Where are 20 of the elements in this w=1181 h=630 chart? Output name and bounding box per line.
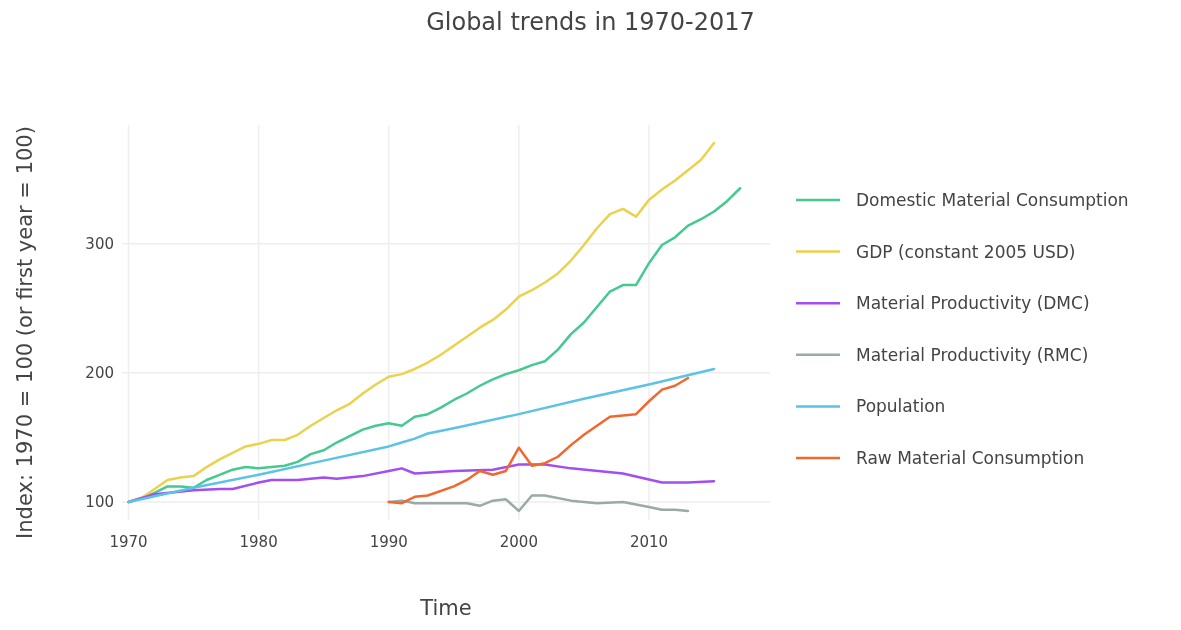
legend-label: Population	[856, 396, 946, 417]
legend-label: Material Productivity (DMC)	[856, 293, 1090, 314]
x-tick-label: 1970	[109, 533, 148, 552]
chart-title: Global trends in 1970-2017	[426, 8, 755, 36]
line-series	[127, 367, 716, 504]
x-tick-label: 1990	[369, 533, 408, 552]
legend-label: Raw Material Consumption	[856, 447, 1085, 468]
x-tick-label: 1980	[239, 533, 278, 552]
x-tick-label: 2010	[629, 533, 669, 552]
legend-label: GDP (constant 2005 USD)	[856, 241, 1076, 262]
legend-label: Material Productivity (RMC)	[856, 344, 1089, 365]
x-tick-label: 2000	[499, 533, 538, 552]
line-series	[387, 376, 690, 505]
y-tick-label: 100	[85, 493, 114, 512]
y-tick-label: 300	[85, 235, 114, 254]
line-series	[387, 494, 690, 513]
legend-label: Domestic Material Consumption	[856, 189, 1129, 210]
y-axis-title: Index: 1970 = 100 (or first year = 100)	[13, 126, 37, 539]
x-axis-title: Time	[419, 596, 472, 620]
y-tick-label: 200	[85, 364, 114, 383]
